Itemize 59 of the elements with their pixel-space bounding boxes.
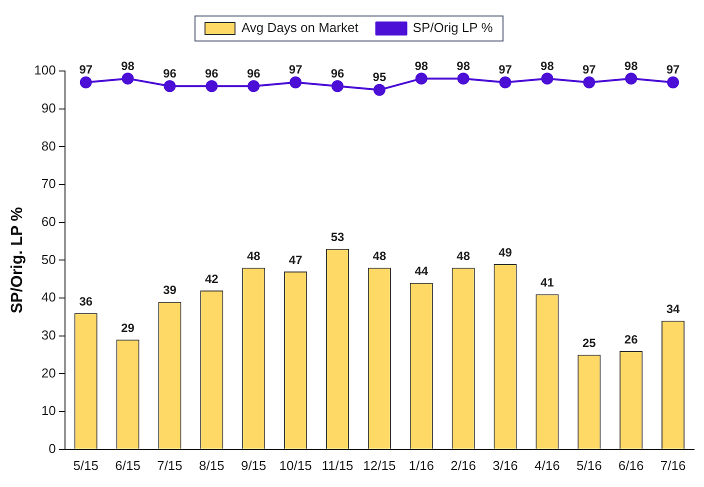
y-tick-label: 20	[41, 365, 56, 380]
y-tick-label: 30	[41, 327, 56, 342]
y-tick-label: 50	[41, 252, 56, 267]
y-tick-label: 10	[41, 403, 56, 418]
data-label: 48	[246, 249, 261, 264]
y-tick-label: 70	[41, 176, 56, 192]
x-tick-label: 7/16	[660, 458, 686, 473]
data-label: 97	[79, 62, 93, 77]
data-label: 98	[414, 58, 428, 73]
x-tick-label: 2/16	[450, 458, 476, 473]
x-tick-label: 8/15	[199, 458, 224, 473]
data-label: 97	[582, 62, 596, 77]
x-tick-label: 1/16	[408, 458, 434, 473]
data-label: 29	[121, 320, 135, 335]
data-label: 96	[163, 66, 177, 80]
y-tick-label: 40	[41, 290, 56, 305]
x-tick-label: 5/16	[576, 458, 602, 473]
x-tick-label: 7/15	[157, 458, 182, 473]
data-label: 41	[540, 276, 554, 290]
data-label: 98	[456, 58, 470, 73]
data-label: 48	[456, 249, 470, 264]
data-label: 96	[205, 66, 219, 80]
data-label: 44	[414, 264, 428, 278]
data-label: 36	[79, 294, 93, 308]
data-label: 96	[330, 66, 344, 80]
data-label: 47	[288, 252, 303, 267]
y-tick-label: 60	[41, 214, 56, 229]
data-label: 95	[372, 70, 386, 84]
x-tick-label: 3/16	[492, 458, 518, 473]
data-label: 53	[330, 230, 344, 244]
x-tick-label: 12/15	[363, 458, 396, 473]
legend-label: SP/Orig LP %	[412, 20, 494, 36]
y-tick-label: 80	[41, 138, 56, 154]
y-tick-label: 90	[41, 100, 56, 116]
data-label: 39	[163, 283, 177, 298]
data-label: 34	[666, 302, 680, 316]
x-tick-label: 6/16	[618, 458, 644, 473]
x-tick-label: 11/15	[322, 458, 354, 473]
data-label: 97	[288, 62, 303, 77]
data-label: 48	[372, 249, 386, 264]
data-label: 96	[246, 66, 261, 80]
data-label: 98	[540, 58, 554, 73]
data-label: 97	[666, 62, 680, 77]
x-tick-label: 10/15	[279, 458, 312, 473]
y-tick-label: 100	[34, 62, 56, 78]
x-tick-label: 9/15	[240, 458, 266, 473]
data-label: 49	[498, 245, 512, 260]
x-tick-label: 6/15	[115, 458, 140, 473]
data-label: 97	[498, 62, 512, 77]
data-label: 98	[121, 58, 135, 73]
x-tick-label: 4/16	[534, 458, 560, 473]
data-label: 42	[205, 272, 219, 286]
legend-label: Avg Days on Market	[241, 20, 359, 36]
y-tick-label: 0	[48, 440, 56, 456]
data-label: 26	[624, 332, 638, 346]
data-label: 98	[624, 58, 638, 73]
data-label: 25	[582, 336, 596, 350]
y-axis-title: SP/Orig. LP %	[9, 206, 26, 314]
x-tick-label: 5/15	[73, 458, 99, 473]
